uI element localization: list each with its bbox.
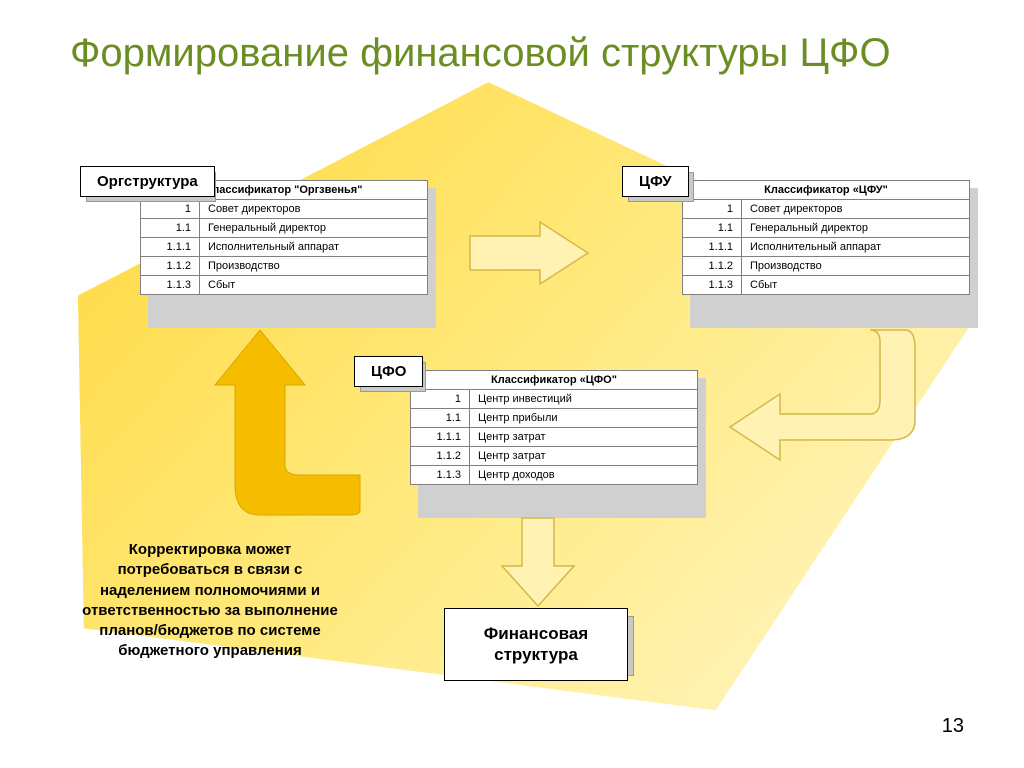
final-structure-box: Финансовая структура [444,608,628,681]
org-label: Оргструктура [80,166,215,197]
arrow-curve-up-icon [210,330,390,520]
page-number: 13 [942,715,964,738]
cfu-label: ЦФУ [622,166,689,197]
arrow-curve-down-icon [720,330,920,490]
table-header: Классификатор «ЦФУ" [683,181,970,200]
cfu-table: Классификатор «ЦФУ" 1Совет директоров 1.… [682,180,970,295]
arrow-right-icon [470,218,590,288]
slide-title: Формирование финансовой структуры ЦФО [70,30,891,76]
arrow-down-icon [498,518,578,608]
cfo-table: Классификатор «ЦФО" 1Центр инвестиций 1.… [410,370,698,485]
correction-note: Корректировка может потребоваться в связ… [80,540,340,662]
table-header: Классификатор «ЦФО" [411,371,698,390]
